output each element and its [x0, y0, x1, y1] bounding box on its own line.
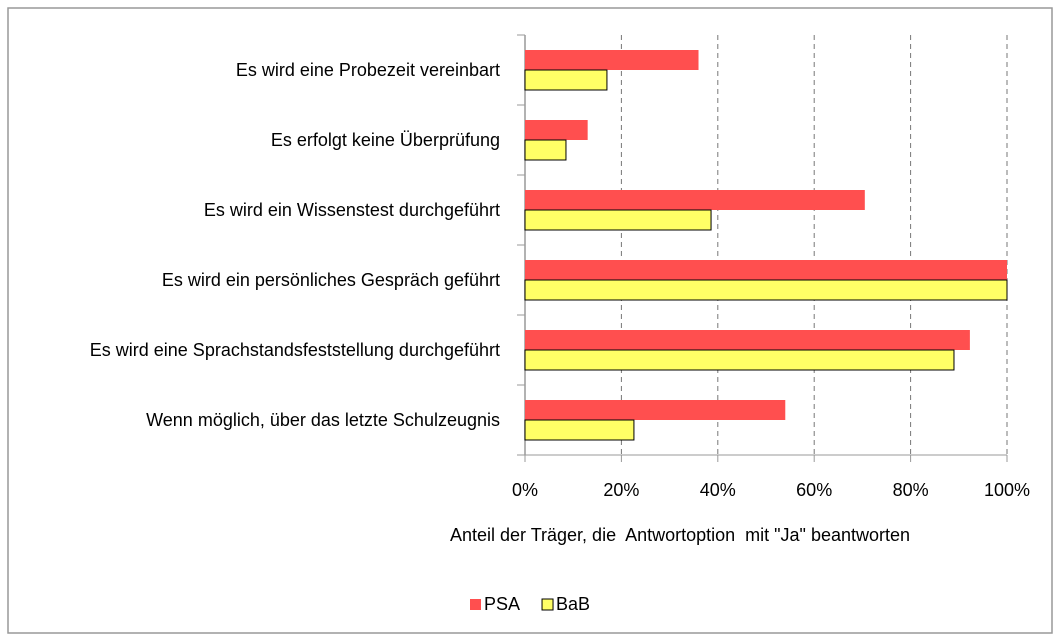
bar: [525, 330, 970, 350]
y-tick-label: Es erfolgt keine Überprüfung: [270, 130, 500, 150]
bar: [525, 260, 1007, 280]
x-tick-label: 80%: [893, 480, 929, 500]
bar: [524, 139, 567, 161]
x-tick-label: 20%: [603, 480, 639, 500]
bar: [525, 190, 865, 210]
bar: [525, 400, 786, 420]
legend-swatch: [541, 598, 554, 611]
y-tick-label: Wenn möglich, über das letzte Schulzeugn…: [146, 410, 500, 430]
bar: [524, 69, 608, 91]
bar: [525, 120, 588, 140]
bar: [524, 279, 1008, 301]
x-tick-label: 60%: [796, 480, 832, 500]
x-tick-label: 40%: [700, 480, 736, 500]
y-tick-label: Es wird eine Sprachstandsfeststellung du…: [89, 340, 500, 360]
x-tick-label: 100%: [984, 480, 1030, 500]
y-tick-label: Es wird ein Wissenstest durchgeführt: [203, 200, 500, 220]
bar: [524, 209, 712, 231]
legend-label: BaB: [556, 594, 590, 614]
bar: [524, 419, 635, 441]
x-axis-title: Anteil der Träger, die Antwortoption mit…: [450, 525, 910, 545]
y-tick-label: Es wird ein persönliches Gespräch geführ…: [161, 270, 500, 290]
chart-border: [7, 7, 1053, 634]
bar: [525, 50, 699, 70]
legend-label: PSA: [484, 594, 520, 614]
bar: [524, 349, 955, 371]
x-tick-label: 0%: [512, 480, 538, 500]
y-tick-label: Es wird eine Probezeit vereinbart: [235, 60, 500, 80]
legend-swatch: [470, 599, 481, 610]
